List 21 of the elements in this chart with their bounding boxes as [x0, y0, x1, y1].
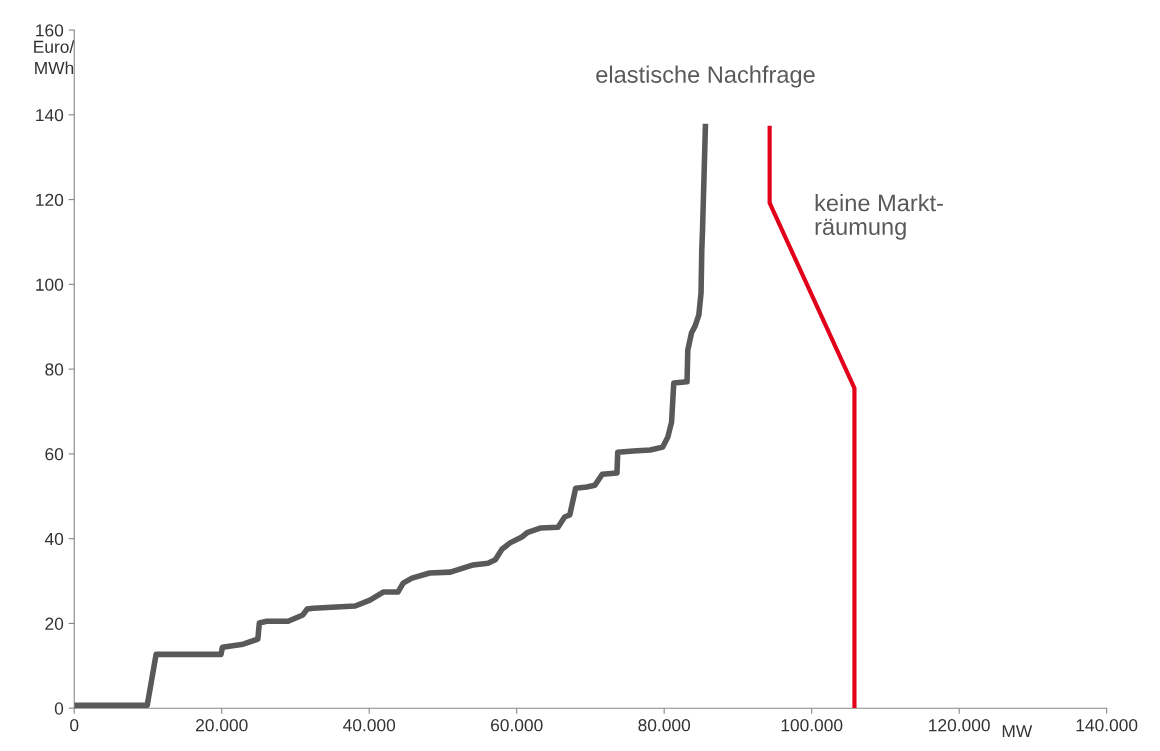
x-tick-label: 20.000: [196, 719, 248, 732]
x-tick-label: 0: [70, 719, 79, 732]
x-tick-label: 100.000: [781, 719, 843, 732]
x-tick-label: 80.000: [638, 719, 691, 732]
series-label: elastische Nachfrage: [596, 65, 815, 88]
x-tick-label: 140.000: [1076, 719, 1138, 732]
series-label: keine Markt- räumung: [815, 193, 943, 240]
y-tick-label: 40: [44, 532, 64, 546]
x-tick-label: 120.000: [929, 719, 990, 732]
y-tick-label: 0: [54, 702, 64, 715]
y-tick-label: 120: [36, 193, 64, 207]
x-tick-label: 40.000: [343, 719, 396, 732]
y-tick-label: 60: [45, 448, 64, 461]
y-axis-title: Euro/ MWh: [34, 40, 75, 75]
y-tick-label: 160: [36, 24, 64, 37]
y-tick-label: 100: [36, 278, 64, 291]
x-axis-title: MW: [1002, 725, 1033, 738]
y-tick-label: 80: [45, 363, 64, 376]
x-tick-label: 60.000: [491, 719, 543, 732]
y-tick-label: 20: [45, 617, 64, 630]
y-tick-label: 140: [36, 108, 64, 122]
